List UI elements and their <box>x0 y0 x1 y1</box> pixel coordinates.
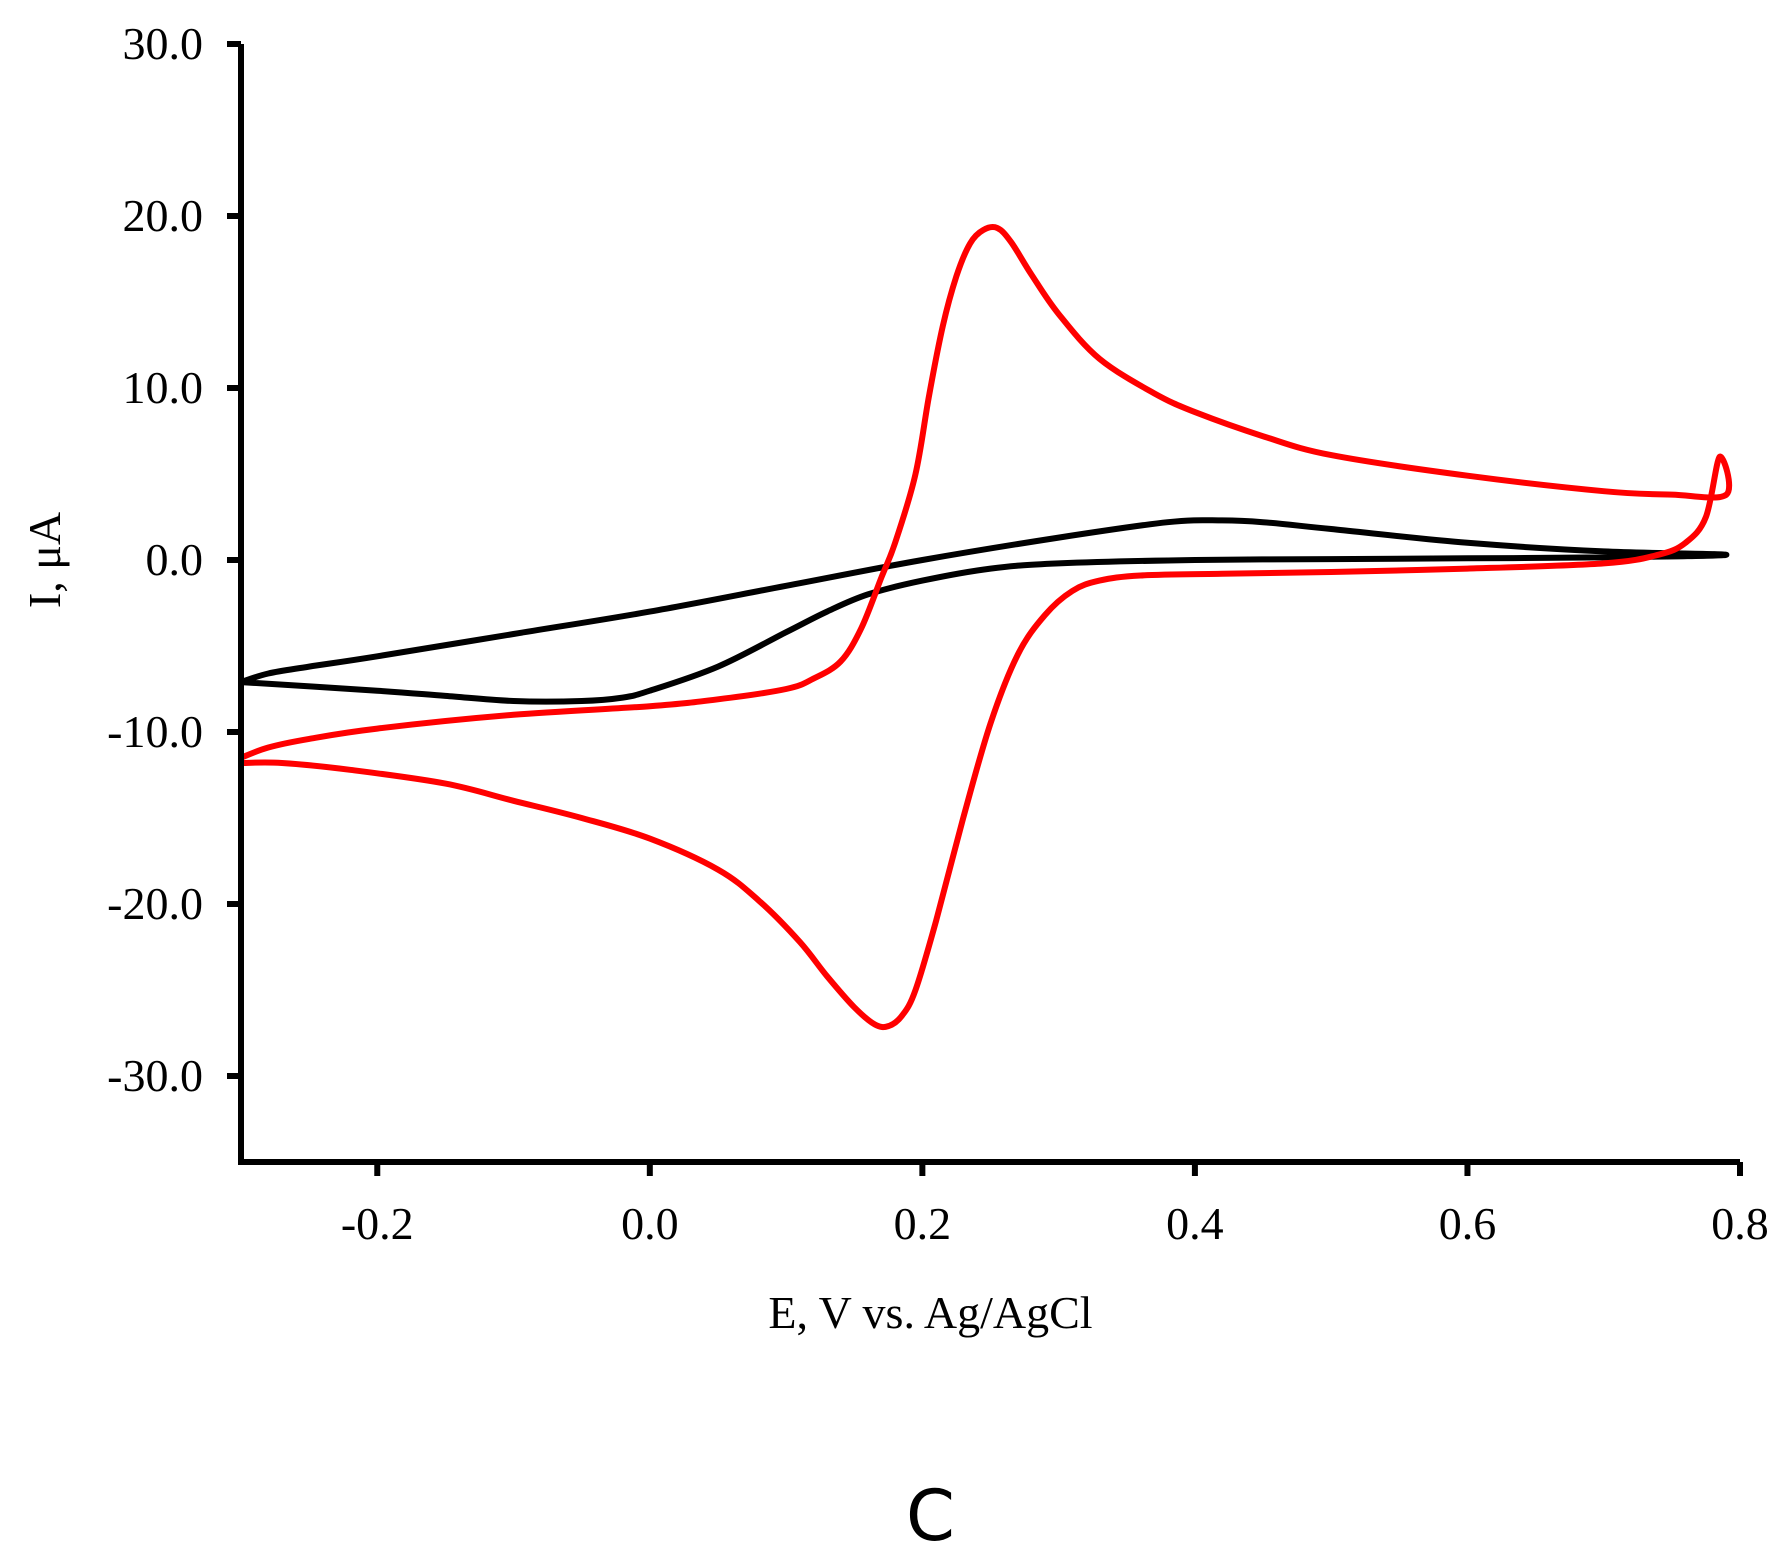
y-tick-label: 0.0 <box>146 534 204 585</box>
ticks-layer: 30.0 20.0 10.0 0.0 -10.0 -20.0 -30.0 -0.2 0.0 0.2… <box>107 18 1769 1249</box>
y-tick-label: 30.0 <box>123 18 204 69</box>
x-tick-label: -0.2 <box>341 1198 414 1249</box>
panel-label: C <box>906 1475 955 1557</box>
series-line-black <box>238 517 1730 705</box>
y-tick-label: 20.0 <box>123 190 204 241</box>
x-tick-label: 0.8 <box>1711 1198 1769 1249</box>
x-axis-title: E, V vs. Ag/AgCl <box>768 1287 1092 1338</box>
series-line-red <box>238 224 1733 1031</box>
x-tick-label: 0.0 <box>621 1198 679 1249</box>
x-tick-label: 0.2 <box>894 1198 952 1249</box>
y-tick-label: -30.0 <box>107 1050 203 1101</box>
y-tick-label: -20.0 <box>107 878 203 929</box>
x-tick-label: 0.4 <box>1166 1198 1224 1249</box>
y-tick-label: 10.0 <box>123 362 204 413</box>
y-axis-title: I, μA <box>19 512 70 608</box>
axes-layer <box>238 44 1740 1165</box>
x-tick-label: 0.6 <box>1439 1198 1497 1249</box>
y-tick-label: -10.0 <box>107 706 203 757</box>
series-layer <box>238 224 1733 1031</box>
